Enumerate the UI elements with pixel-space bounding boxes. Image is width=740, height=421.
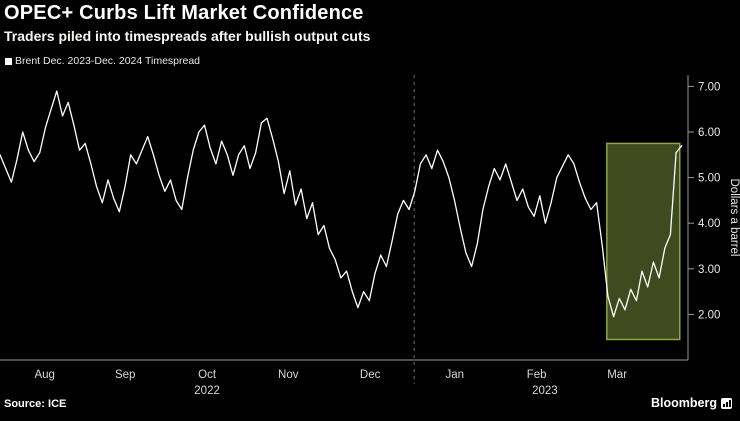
x-axis-label: Nov — [278, 369, 299, 381]
bloomberg-wordmark: Bloomberg — [651, 396, 717, 410]
page-title: OPEC+ Curbs Lift Market Confidence — [4, 2, 364, 24]
x-axis-label: Oct — [198, 369, 217, 381]
year-label: 2023 — [532, 385, 558, 397]
x-axis-label: Aug — [34, 369, 54, 381]
x-axis-label: Mar — [607, 369, 627, 381]
y-tick-label: 5.00 — [698, 173, 720, 185]
bloomberg-logo-icon — [721, 397, 732, 409]
y-axis-title: Dollars a barrel — [728, 179, 740, 257]
legend-swatch-icon — [5, 57, 12, 65]
page-subtitle: Traders piled into timespreads after bul… — [4, 28, 371, 44]
x-axis-label: Sep — [115, 369, 135, 381]
legend: Brent Dec. 2023-Dec. 2024 Timespread — [5, 55, 200, 67]
x-axis-label: Jan — [445, 369, 464, 381]
y-tick-label: 6.00 — [698, 127, 720, 139]
highlight-region — [606, 142, 681, 341]
x-axis-label: Feb — [527, 369, 547, 381]
source-note: Source: ICE — [4, 398, 67, 410]
year-label: 2022 — [194, 385, 220, 397]
y-tick-label: 3.00 — [698, 264, 720, 276]
y-tick-label: 2.00 — [698, 309, 720, 321]
legend-label: Brent Dec. 2023-Dec. 2024 Timespread — [15, 55, 201, 67]
y-tick-label: 7.00 — [698, 81, 720, 93]
y-tick-label: 4.00 — [698, 218, 720, 230]
timespread-line — [0, 90, 683, 318]
bloomberg-brand: Bloomberg — [651, 396, 732, 410]
x-axis-label: Dec — [360, 369, 381, 381]
